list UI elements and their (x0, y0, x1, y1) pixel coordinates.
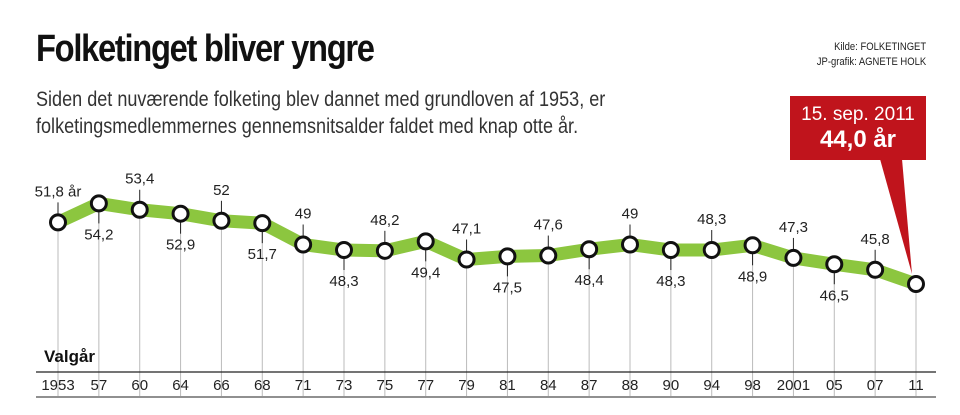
data-point (866, 260, 885, 279)
data-point (171, 204, 190, 223)
data-point (825, 255, 844, 274)
data-label: 46,5 (820, 287, 849, 304)
data-point (253, 214, 272, 233)
data-point (335, 241, 353, 260)
data-point (702, 241, 721, 260)
data-label: 47,3 (779, 219, 808, 236)
x-tick-label: 60 (131, 377, 148, 394)
subtitle-line-1: Siden det nuværende folketing blev danne… (36, 88, 606, 111)
x-tick-label: 73 (336, 377, 353, 394)
data-point (539, 246, 558, 265)
data-label: 48,2 (370, 212, 399, 229)
data-label: 48,3 (329, 273, 358, 290)
data-point (580, 240, 599, 259)
data-point (498, 247, 517, 266)
data-point (416, 232, 435, 251)
x-tick-label: 84 (540, 377, 557, 394)
data-point (130, 200, 149, 219)
source-credit: Kilde: FOLKETINGET JP-grafik: AGNETE HOL… (817, 40, 926, 70)
x-tick-label: 98 (744, 377, 761, 394)
x-tick-label: 75 (377, 377, 394, 394)
data-label: 49 (622, 206, 639, 223)
x-tick-label: 71 (295, 377, 312, 394)
x-tick-label: 66 (213, 377, 230, 394)
data-point (784, 248, 803, 267)
data-point (294, 235, 313, 254)
data-label: 48,3 (697, 211, 726, 228)
x-tick-label: 07 (867, 377, 884, 394)
x-tick-label: 94 (703, 377, 720, 394)
data-label: 51,7 (248, 246, 277, 263)
x-tick-label: 90 (663, 377, 680, 394)
callout-date: 15. sep. 2011 (801, 104, 915, 125)
data-label: 54,2 (84, 226, 113, 243)
data-point (49, 213, 67, 232)
data-label: 52 (213, 182, 230, 199)
data-point (743, 236, 762, 255)
data-point (89, 194, 108, 213)
data-label: 47,5 (493, 279, 522, 296)
source-line-1: Kilde: FOLKETINGET (833, 41, 926, 53)
x-axis-title: Valgår (44, 347, 95, 366)
source-line-2: JP-grafik: AGNETE HOLK (816, 56, 926, 68)
data-point (661, 241, 680, 260)
data-label: 48,9 (738, 268, 767, 285)
data-label: 48,4 (575, 272, 604, 289)
data-point (212, 211, 231, 230)
data-point (621, 235, 639, 254)
subtitle-line-2: folketingsmedlemmernes gennemsnitsalder … (36, 115, 579, 138)
series-line (51, 196, 923, 291)
callout-pointer (880, 159, 912, 274)
x-tick-label: 05 (826, 377, 843, 394)
x-tick-label: 68 (254, 377, 271, 394)
data-label: 45,8 (861, 231, 890, 248)
data-label: 48,3 (656, 273, 685, 290)
data-point (457, 250, 476, 269)
chart-title: Folketinget bliver yngre (36, 28, 375, 70)
latest-value-callout: 15. sep. 2011 44,0 år (790, 96, 926, 160)
x-tick-label: 64 (172, 377, 189, 394)
data-label: 53,4 (125, 171, 154, 188)
data-label: 49 (295, 206, 312, 223)
x-tick-label: 79 (458, 377, 475, 394)
x-tick-label: 81 (499, 377, 516, 394)
x-tick-label: 57 (91, 377, 108, 394)
data-label: 51,8 år (35, 183, 82, 200)
data-point (375, 241, 394, 260)
chart-subtitle: Siden det nuværende folketing blev danne… (36, 86, 605, 140)
data-label: 52,9 (166, 237, 195, 254)
x-tick-label: 1953 (41, 377, 74, 394)
data-label: 47,6 (534, 217, 563, 234)
x-tick-label: 87 (581, 377, 598, 394)
data-label: 49,4 (411, 264, 440, 281)
data-label: 47,1 (452, 221, 481, 238)
x-tick-label: 77 (417, 377, 434, 394)
x-tick-label: 11 (908, 377, 924, 394)
data-point (907, 275, 925, 293)
x-tick-label: 2001 (777, 377, 810, 394)
x-tick-label: 88 (622, 377, 639, 394)
callout-value: 44,0 år (819, 126, 897, 153)
